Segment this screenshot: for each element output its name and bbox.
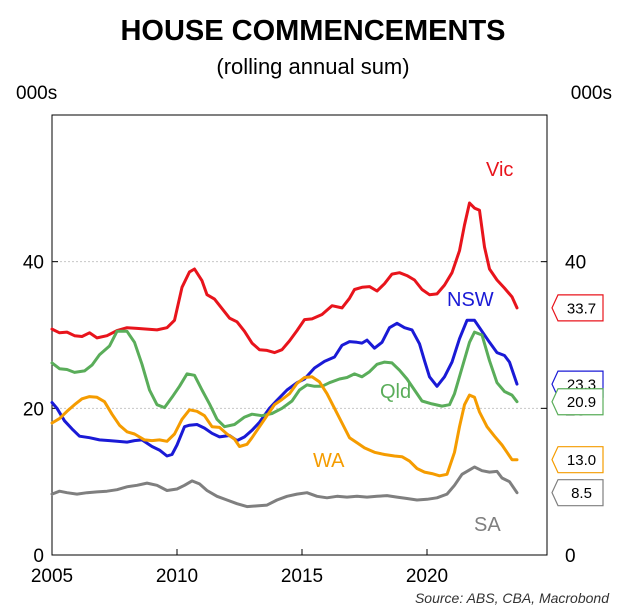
series-line-nsw — [50, 318, 519, 458]
series-line-wa — [50, 375, 519, 478]
end-label-sa: 8.5 — [571, 485, 592, 502]
series-label-vic: Vic — [486, 159, 513, 181]
y-unit-right: 000s — [571, 83, 612, 104]
plot-frame — [51, 114, 548, 556]
series-lines — [50, 201, 519, 509]
series-label-nsw: NSW — [447, 289, 494, 311]
x-tick-label: 2010 — [156, 566, 198, 587]
x-tick-label: 2020 — [406, 566, 448, 587]
y-tick-label-left: 0 — [33, 546, 44, 567]
y-unit-left: 000s — [16, 83, 57, 104]
end-label-box-qld — [551, 388, 604, 416]
end-value-labels: 33.723.320.913.08.5 — [551, 294, 604, 507]
end-label-wa: 13.0 — [567, 452, 596, 469]
series-label-wa: WA — [313, 450, 345, 472]
series-label-sa: SA — [474, 514, 501, 536]
end-label-box-vic — [551, 294, 604, 322]
y-tick-label-right: 40 — [565, 253, 586, 274]
source-note: Source: ABS, CBA, Macrobond — [415, 590, 610, 606]
y-tick-label-left: 40 — [23, 253, 44, 274]
y-tick-label-left: 20 — [23, 399, 44, 420]
series-line-qld — [50, 329, 519, 429]
end-label-box-sa — [551, 479, 604, 507]
end-label-vic: 33.7 — [567, 300, 596, 317]
series-label-qld: Qld — [380, 381, 411, 403]
chart-subtitle: (rolling annual sum) — [216, 54, 409, 79]
x-tick-label: 2015 — [281, 566, 323, 587]
y-tick-label-right: 0 — [565, 546, 576, 567]
chart-title: HOUSE COMMENCEMENTS — [120, 15, 505, 47]
series-line-vic — [50, 201, 519, 355]
end-label-qld: 20.9 — [567, 394, 596, 411]
series-line-sa — [50, 465, 519, 509]
axis-ticks: 00202040402005201020152020 — [23, 253, 586, 587]
end-label-box-wa — [551, 446, 604, 474]
x-tick-label: 2005 — [31, 566, 73, 587]
